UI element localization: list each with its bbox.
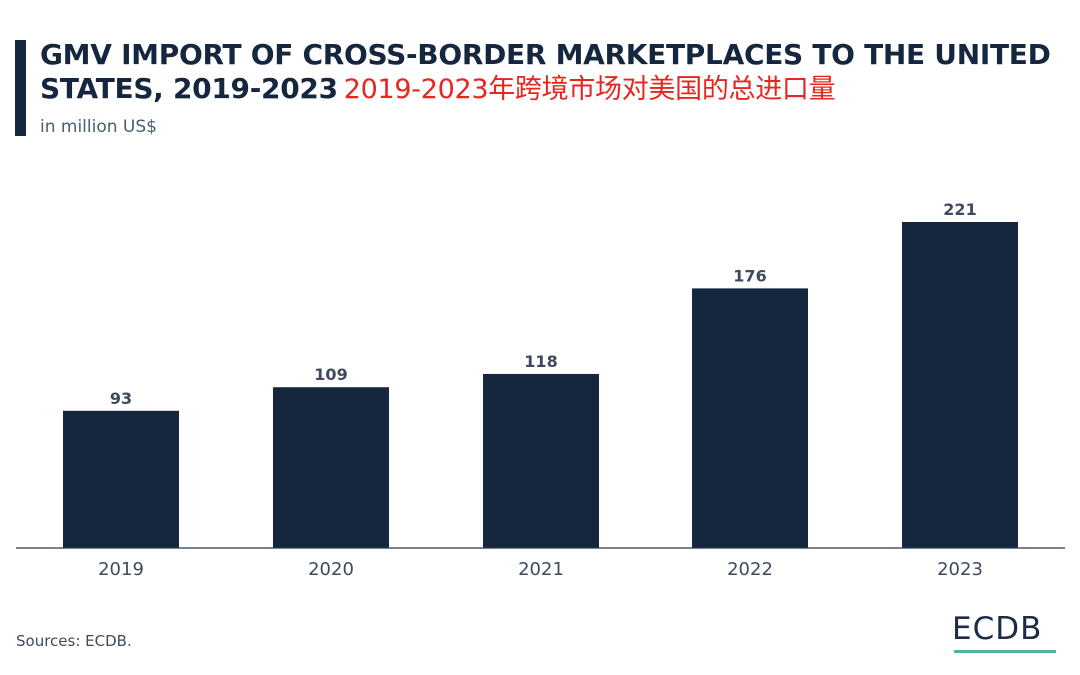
data-label-2021: 118 xyxy=(524,352,557,371)
x-tick-label-2023: 2023 xyxy=(937,559,983,580)
data-label-2020: 109 xyxy=(314,365,347,384)
x-tick-label-2021: 2021 xyxy=(518,559,564,580)
chart-title: GMV IMPORT OF CROSS-BORDER MARKETPLACES … xyxy=(40,38,1060,107)
bar-2022 xyxy=(692,288,808,548)
bar-2019 xyxy=(63,410,179,548)
x-tick-label-2019: 2019 xyxy=(98,559,144,580)
ecdb-logo: ECDB xyxy=(952,611,1043,647)
chart-subtitle: in million US$ xyxy=(40,117,157,137)
data-label-2019: 93 xyxy=(110,389,132,408)
data-label-2022: 176 xyxy=(733,266,766,285)
logo-underline xyxy=(954,650,1056,653)
chart-title-cn: 2019-2023年跨境市场对美国的总进口量 xyxy=(343,74,836,105)
bar-2020 xyxy=(273,387,389,548)
bar-2021 xyxy=(483,373,599,548)
title-accent-bar xyxy=(15,40,26,136)
bar-2023 xyxy=(902,222,1018,548)
x-tick-label-2020: 2020 xyxy=(308,559,354,580)
source-note: Sources: ECDB. xyxy=(16,632,132,650)
x-tick-label-2022: 2022 xyxy=(727,559,773,580)
chart-title-en: GMV IMPORT OF CROSS-BORDER MARKETPLACES … xyxy=(40,38,1051,105)
data-label-2023: 221 xyxy=(943,200,976,219)
